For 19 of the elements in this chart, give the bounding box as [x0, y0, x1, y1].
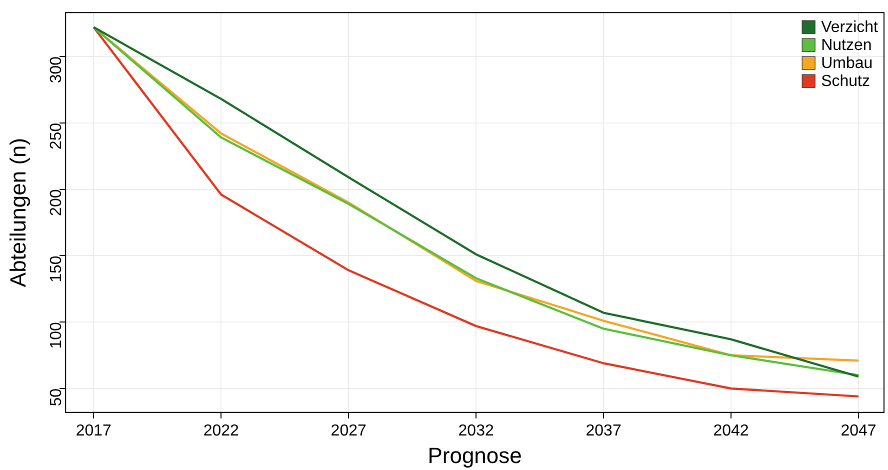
x-tick-label: 2017	[76, 422, 112, 440]
x-tick-label: 2037	[586, 422, 622, 440]
y-tick-label: 100	[48, 322, 66, 349]
y-tick-label: 50	[48, 388, 66, 406]
legend-label: Schutz	[821, 73, 870, 90]
x-tick-label: 2022	[203, 422, 240, 440]
y-tick-label: 200	[48, 189, 66, 216]
x-tick-label: 2027	[330, 422, 366, 440]
x-tick-label: 2047	[840, 422, 876, 440]
legend-label: Verzicht	[821, 19, 879, 36]
x-tick-label: 2042	[713, 422, 749, 440]
x-tick-label: 2032	[458, 422, 494, 440]
y-tick-label: 250	[48, 122, 66, 150]
y-axis-title: Abteilungen (n)	[5, 138, 30, 288]
x-axis-title: Prognose	[428, 442, 522, 468]
y-tick-label: 300	[48, 56, 66, 84]
y-tick-label: 150	[48, 256, 66, 282]
legend-label: Nutzen	[821, 37, 872, 54]
legend-label: Umbau	[821, 55, 873, 72]
